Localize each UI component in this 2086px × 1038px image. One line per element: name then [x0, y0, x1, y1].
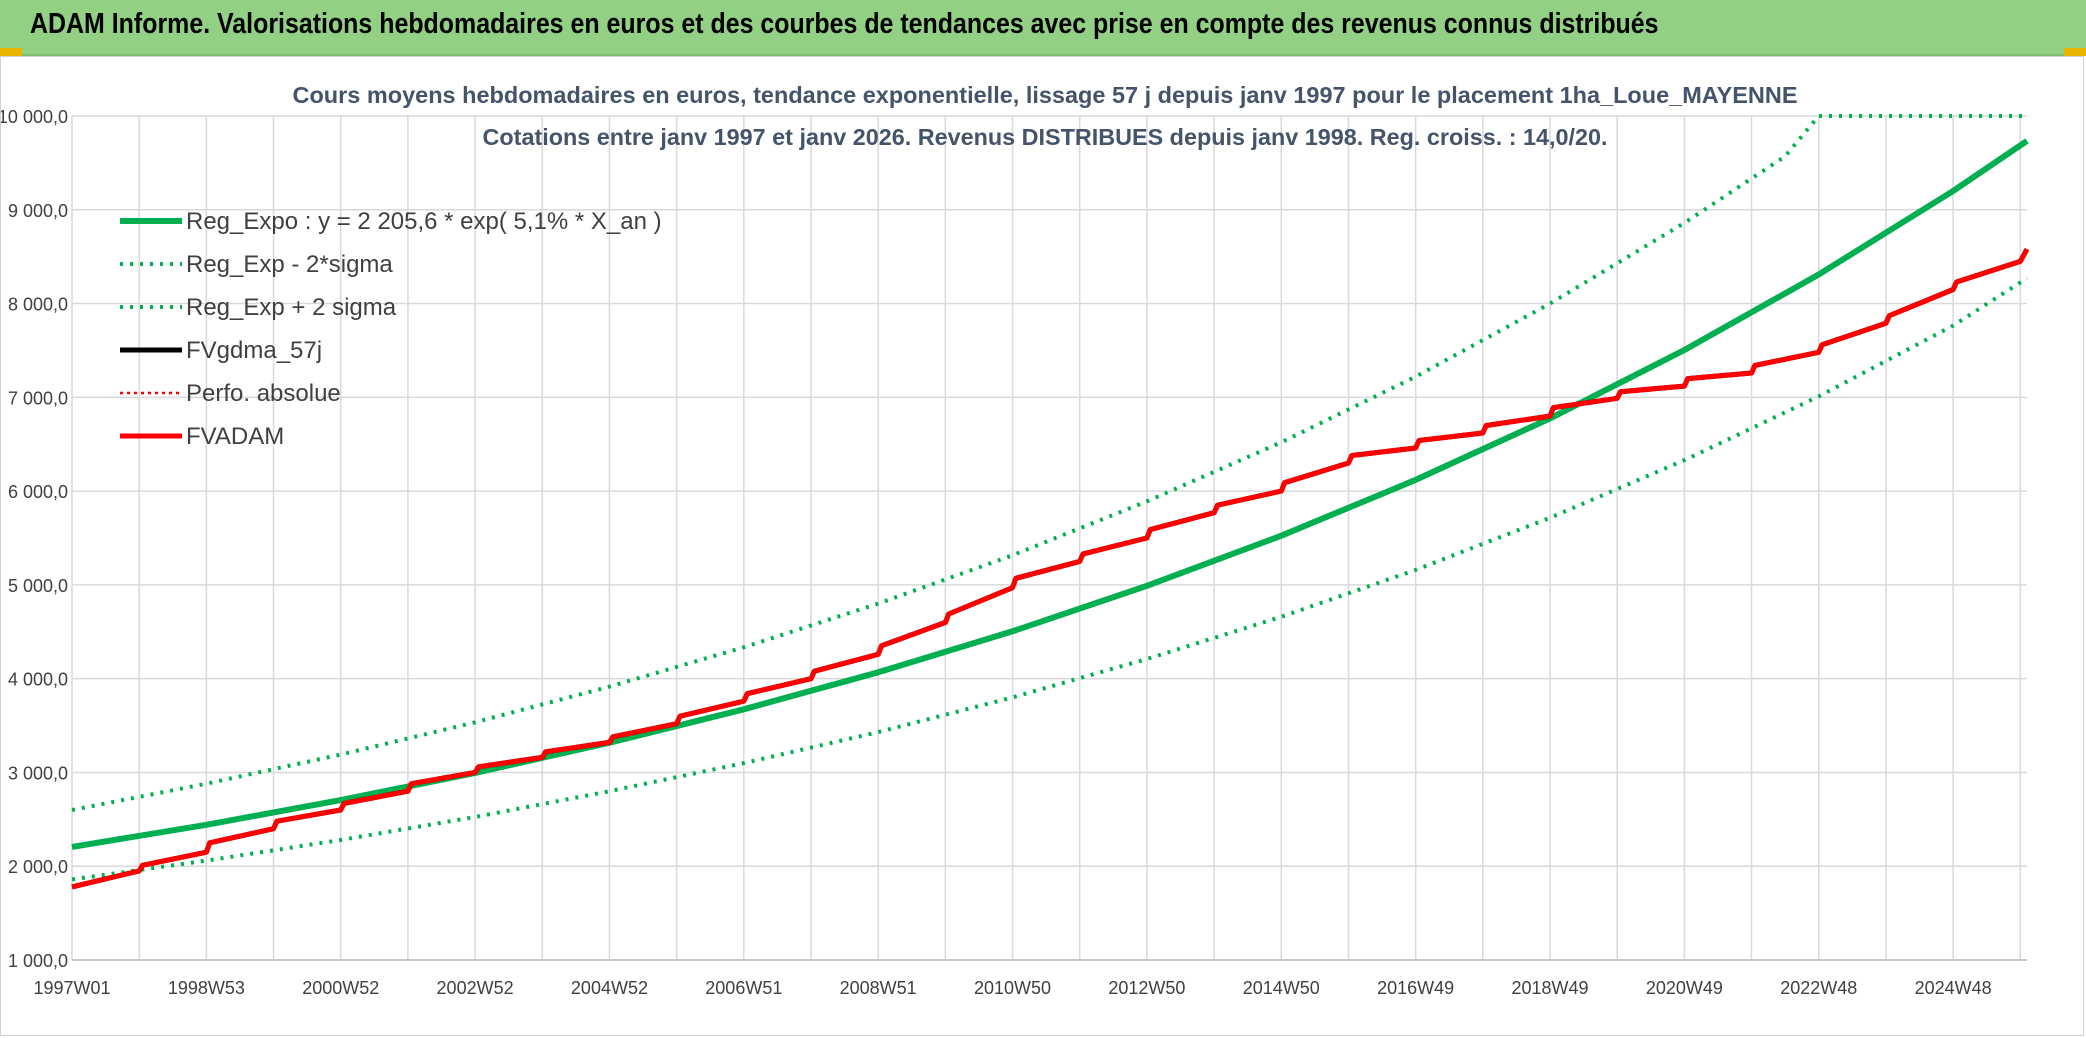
y-tick-label: 4 000,0: [8, 670, 68, 690]
axes: 1 000,0 2 000,0 3 000,0 4 000,0 5 000,0 6 000…: [0, 107, 2027, 998]
x-tick-label: 2008W51: [840, 978, 917, 998]
x-tick-label: 2010W50: [974, 978, 1051, 998]
legend-label: Reg_Exp - 2*sigma: [186, 251, 393, 278]
x-tick-label: 2024W48: [1915, 978, 1992, 998]
x-tick-label: 2014W50: [1243, 978, 1320, 998]
series-line-1: [71, 276, 2029, 882]
legend-label: FVADAM: [186, 423, 284, 450]
x-tick-label: 2002W52: [437, 978, 514, 998]
series-line-2: [71, 114, 2027, 812]
y-tick-label: 2 000,0: [8, 857, 68, 877]
page-title: ADAM Informe. Valorisations hebdomadaire…: [30, 8, 1659, 40]
series-line-5: [71, 247, 2030, 890]
x-tick-label: 2012W50: [1108, 978, 1185, 998]
y-tick-label: 6 000,0: [8, 482, 68, 502]
y-tick-label: 1 000,0: [8, 951, 68, 971]
x-tick-label: 2000W52: [302, 978, 379, 998]
legend: Reg_Expo : y = 2 205,6 * exp( 5,1% * X_a…: [120, 208, 662, 450]
legend-label: Reg_Expo : y = 2 205,6 * exp( 5,1% * X_a…: [186, 208, 662, 235]
x-tick-label: 2018W49: [1511, 978, 1588, 998]
x-tick-label: 1997W01: [33, 978, 110, 998]
y-tick-label: 3 000,0: [8, 763, 68, 783]
title-corner-left: [0, 48, 22, 56]
title-corner-right: [2064, 48, 2086, 56]
chart: 1 000,0 2 000,0 3 000,0 4 000,0 5 000,0 6 000…: [0, 82, 2030, 998]
x-tick-label: 2016W49: [1377, 978, 1454, 998]
chart-subtitle: Cotations entre janv 1997 et janv 2026. …: [483, 124, 1608, 150]
y-tick-label: 9 000,0: [8, 201, 68, 221]
title-bar: ADAM Informe. Valorisations hebdomadaire…: [0, 0, 2086, 56]
legend-label: Reg_Exp + 2 sigma: [186, 294, 397, 321]
x-tick-label: 2020W49: [1646, 978, 1723, 998]
x-tick-label: 2006W51: [705, 978, 782, 998]
y-tick-label: 10 000,0: [0, 107, 68, 127]
y-tick-label: 8 000,0: [8, 295, 68, 315]
x-tick-label: 1998W53: [168, 978, 245, 998]
y-tick-label: 5 000,0: [8, 576, 68, 596]
grid: [71, 115, 2027, 961]
series-line-0: [71, 138, 2029, 850]
y-tick-label: 7 000,0: [8, 388, 68, 408]
x-tick-label: 2004W52: [571, 978, 648, 998]
series-line-4: [71, 248, 2029, 889]
legend-label: Perfo. absolue: [186, 380, 341, 407]
x-tick-label: 2022W48: [1780, 978, 1857, 998]
chart-title: Cours moyens hebdomadaires en euros, ten…: [293, 82, 1798, 108]
legend-label: FVgdma_57j: [186, 337, 322, 364]
series-lines: [71, 114, 2030, 890]
